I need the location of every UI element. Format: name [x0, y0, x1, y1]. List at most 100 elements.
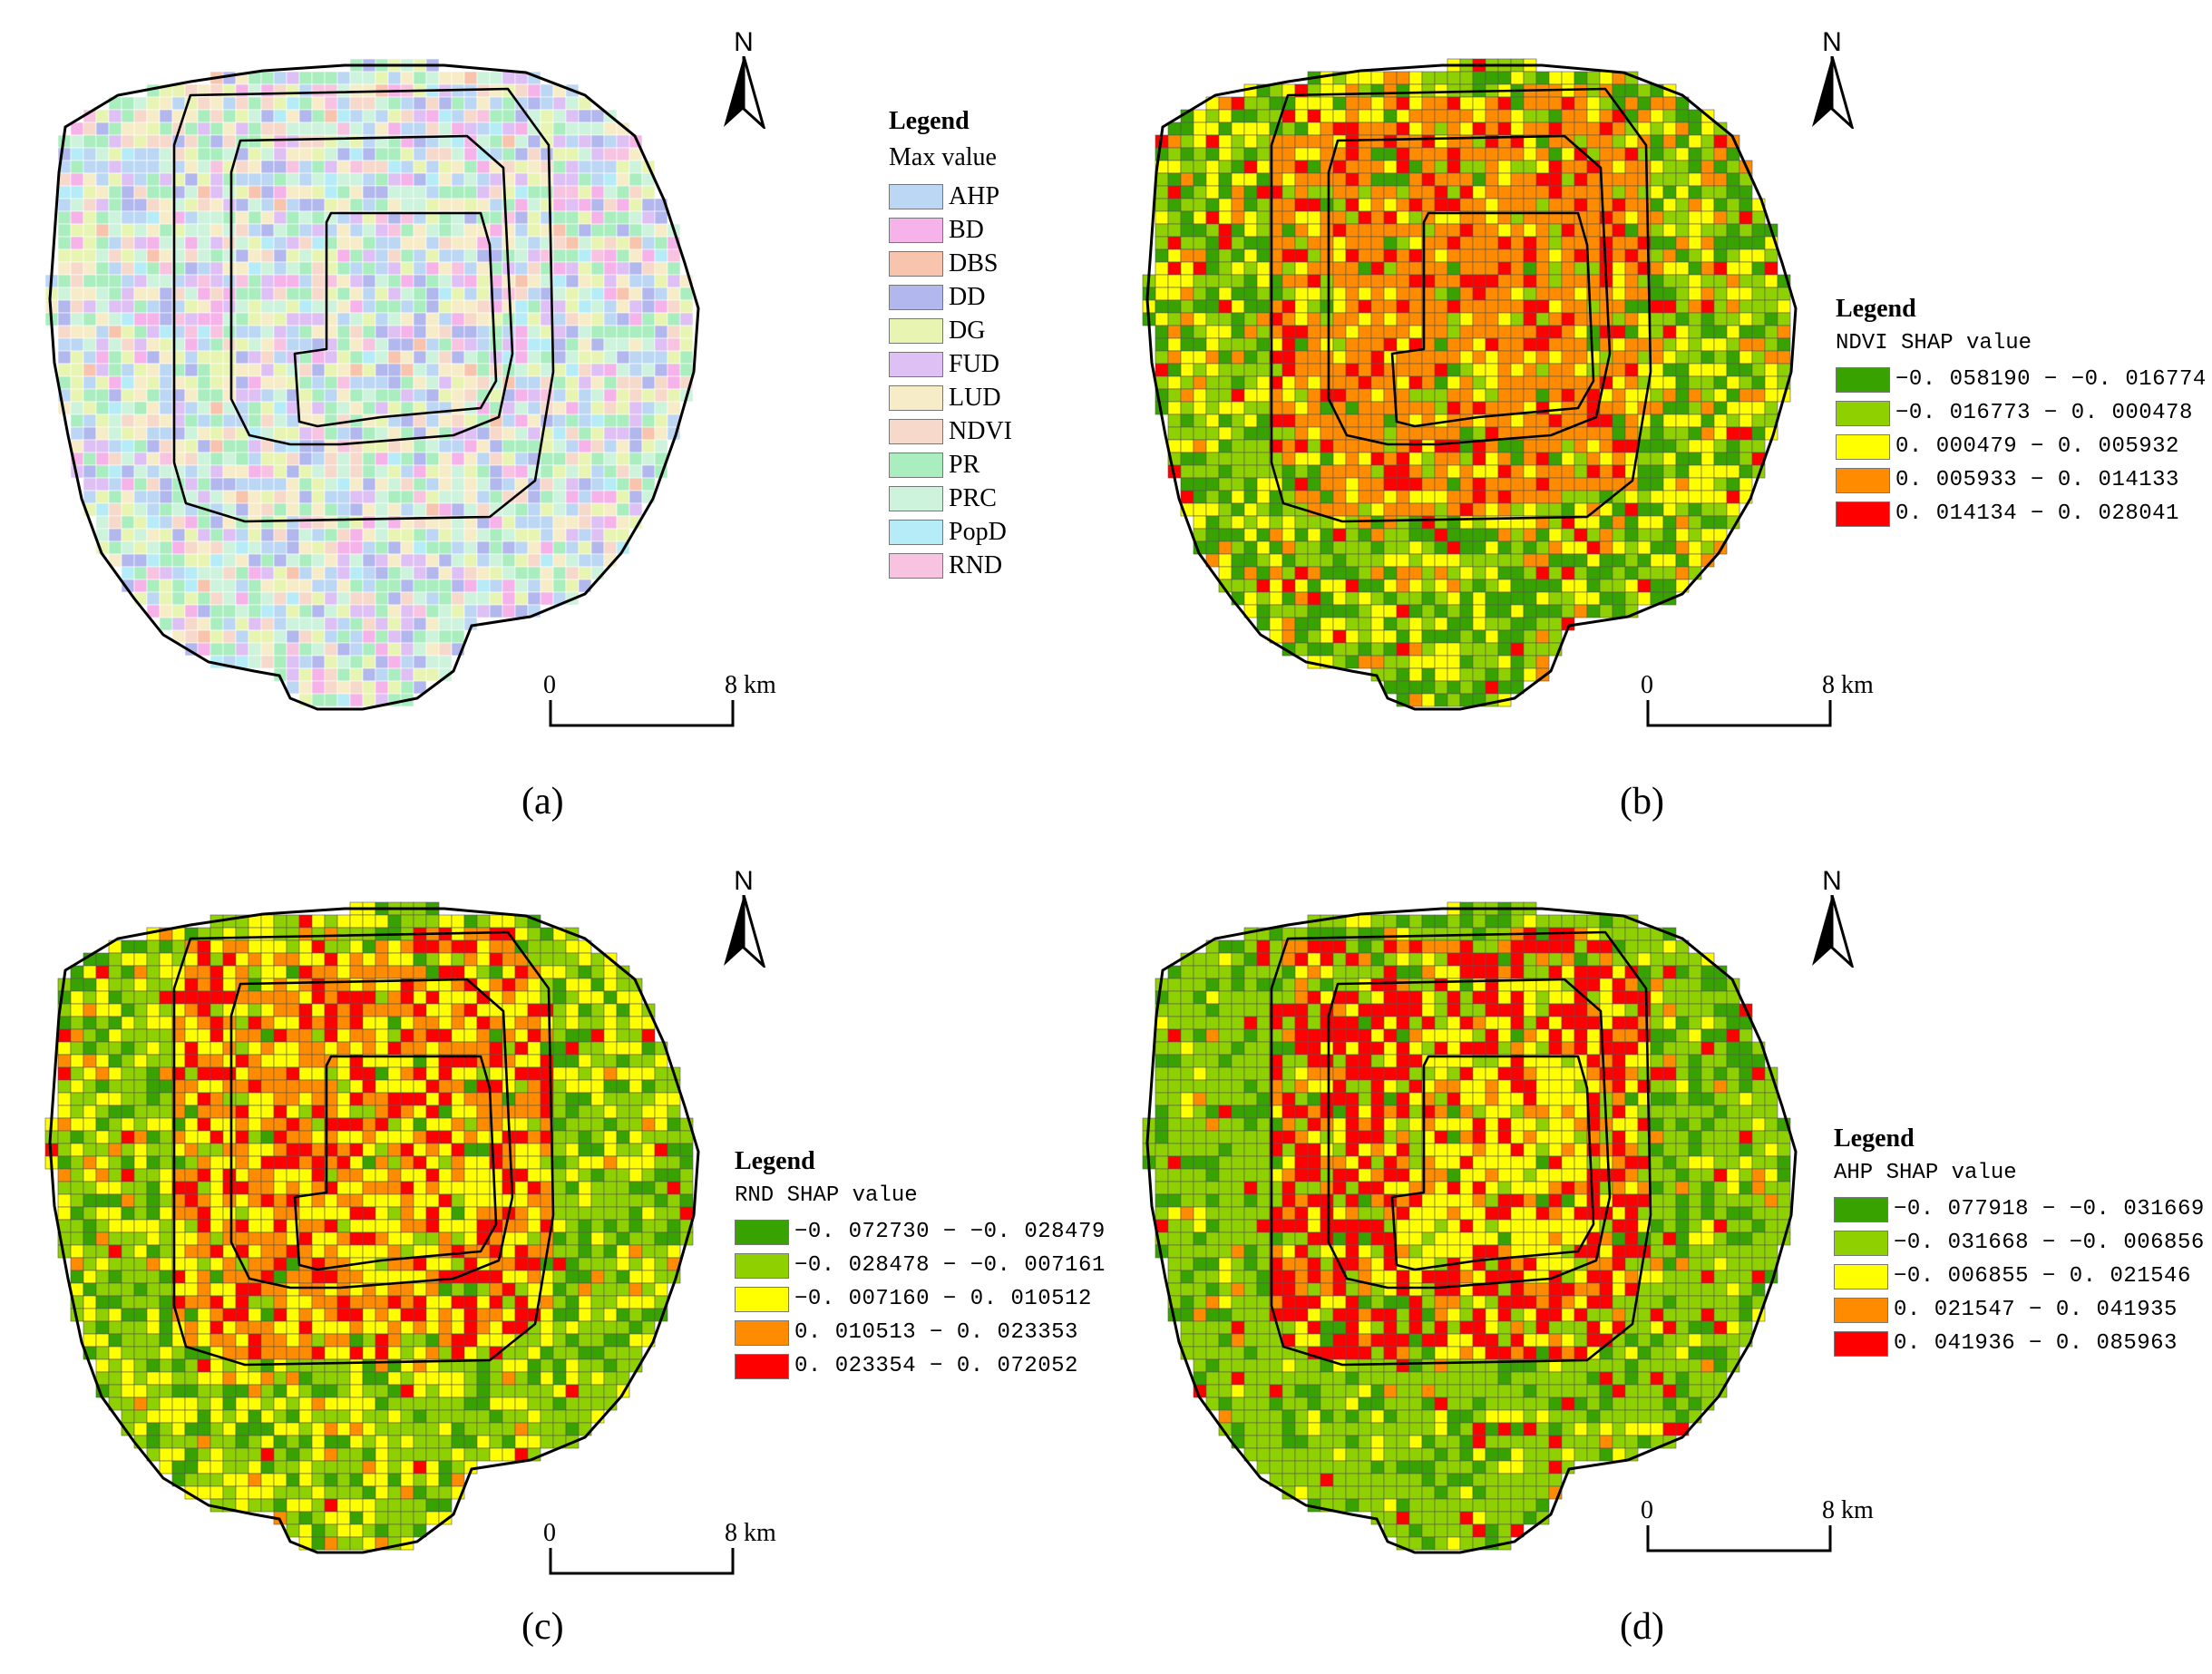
legend-swatch	[1834, 1230, 1888, 1256]
map-c	[44, 901, 700, 1554]
legend-item: 0. 014134 − 0. 028041	[1836, 497, 2207, 530]
map-panel-d: N Legend AHP SHAP value −0. 077918 − −0.…	[1116, 852, 2212, 1669]
legend-subtitle: NDVI SHAP value	[1836, 331, 2032, 355]
legend-d: Legend AHP SHAP value −0. 077918 − −0. 0…	[1834, 1124, 2205, 1360]
scale-start-label: 0	[543, 671, 556, 699]
legend-item: −0. 028478 − −0. 007161	[735, 1249, 1106, 1282]
legend-swatch	[1834, 1297, 1888, 1323]
legend-swatch	[735, 1252, 789, 1279]
scale-bar-icon	[549, 700, 735, 727]
legend-item-label: 0. 014134 − 0. 028041	[1895, 501, 2179, 526]
legend-swatch	[1836, 433, 1890, 460]
legend-swatch	[1834, 1263, 1888, 1290]
ring-road-2	[1327, 978, 1612, 1290]
north-arrow-b: N	[1805, 27, 1859, 131]
scale-bar-icon	[1646, 700, 1832, 727]
legend-swatch	[889, 418, 943, 444]
legend-item: RND	[889, 549, 1012, 582]
legend-item: BD	[889, 213, 1012, 247]
legend-item: −0. 007160 − 0. 010512	[735, 1282, 1106, 1316]
north-arrow-a: N	[716, 27, 771, 131]
legend-item-label: NDVI	[949, 416, 1012, 445]
legend-swatch	[889, 217, 943, 243]
legend-title: Legend	[889, 107, 970, 135]
grid-cells	[44, 58, 694, 707]
map-b	[1142, 58, 1798, 711]
legend-item: 0. 000479 − 0. 005932	[1836, 430, 2207, 463]
legend-item-label: 0. 010513 − 0. 023353	[794, 1320, 1078, 1345]
panel-label-a: (a)	[521, 781, 564, 822]
legend-item: 0. 023354 − 0. 072052	[735, 1349, 1106, 1383]
legend-item-label: FUD	[949, 349, 1000, 378]
grid-cells	[1142, 58, 1791, 707]
legend-item-label: −0. 028478 − −0. 007161	[794, 1253, 1106, 1278]
legend-swatch	[1834, 1196, 1888, 1222]
ring-road-1	[172, 87, 555, 523]
scale-bar-icon	[549, 1548, 735, 1575]
legend-item-label: 0. 023354 − 0. 072052	[794, 1354, 1078, 1378]
legend-item: PopD	[889, 515, 1012, 549]
legend-item: 0. 005933 − 0. 014133	[1836, 463, 2207, 497]
panel-label-b: (b)	[1620, 781, 1664, 822]
legend-item-label: RND	[949, 550, 1003, 579]
legend-swatch	[889, 485, 943, 511]
legend-title: Legend	[1836, 295, 1916, 323]
legend-item: PRC	[889, 482, 1012, 515]
legend-item: 0. 021547 − 0. 041935	[1834, 1293, 2205, 1327]
legend-item-label: AHP	[949, 181, 1000, 210]
legend-item: LUD	[889, 381, 1012, 414]
legend-item: AHP	[889, 180, 1012, 213]
legend-item-label: PR	[949, 450, 980, 479]
legend-title: Legend	[735, 1147, 815, 1175]
map-panel-a: N Legend Max value AHP BD DBS DD DG FUD LUD NDV…	[18, 9, 1116, 825]
legend-swatch	[735, 1353, 789, 1379]
legend-item-label: PRC	[949, 483, 997, 512]
scale-bar-b: 0 8 km	[1641, 671, 1900, 735]
legend-swatch	[1836, 467, 1890, 493]
legend-item-label: DG	[949, 316, 986, 345]
north-label: N	[1822, 27, 1842, 57]
map-a	[44, 58, 700, 711]
legend-item-label: BD	[949, 215, 984, 244]
legend-item-label: −0. 016773 − 0. 000478	[1895, 401, 2193, 425]
panel-label-c: (c)	[521, 1606, 564, 1648]
legend-item-label: 0. 021547 − 0. 041935	[1894, 1298, 2178, 1322]
ring-road-1	[172, 930, 555, 1367]
legend-item-label: −0. 058190 − −0. 016774	[1895, 367, 2207, 392]
study-area-boundary	[1145, 907, 1798, 1554]
legend-items-d: −0. 077918 − −0. 031669 −0. 031668 − −0. …	[1834, 1192, 2205, 1360]
grid-cells	[44, 901, 694, 1551]
ring-road-2	[229, 134, 514, 446]
scale-end-label: 8 km	[1822, 1496, 1874, 1524]
study-area-boundary	[1145, 63, 1798, 711]
legend-items-c: −0. 072730 − −0. 028479 −0. 028478 − −0. …	[735, 1215, 1106, 1383]
legend-items-b: −0. 058190 − −0. 016774 −0. 016773 − 0. 0…	[1836, 363, 2207, 530]
legend-subtitle: Max value	[889, 143, 997, 171]
north-label: N	[734, 866, 754, 896]
legend-title: Legend	[1834, 1124, 1915, 1153]
legend-swatch	[889, 183, 943, 209]
legend-item-label: 0. 041936 − 0. 085963	[1894, 1331, 2178, 1356]
legend-item-label: −0. 007160 − 0. 010512	[794, 1287, 1092, 1311]
legend-item: DG	[889, 314, 1012, 347]
legend-item: −0. 031668 − −0. 006856	[1834, 1226, 2205, 1260]
legend-swatch	[889, 284, 943, 310]
legend-item-label: PopD	[949, 517, 1007, 546]
legend-item-label: LUD	[949, 383, 1001, 412]
legend-item-label: −0. 077918 − −0. 031669	[1894, 1197, 2205, 1221]
scale-bar-a: 0 8 km	[543, 671, 803, 735]
ring-road-3	[293, 1055, 498, 1271]
legend-swatch	[735, 1319, 789, 1346]
legend-item-label: −0. 031668 − −0. 006856	[1894, 1231, 2205, 1255]
legend-swatch	[889, 384, 943, 411]
legend-item-label: 0. 005933 − 0. 014133	[1895, 468, 2179, 492]
ring-road-3	[293, 211, 498, 428]
scale-bar-d: 0 8 km	[1641, 1496, 1900, 1560]
ring-road-3	[1390, 1055, 1595, 1271]
map-panel-b: N Legend NDVI SHAP value −0. 058190 − −0…	[1116, 9, 2212, 825]
legend-item: −0. 058190 − −0. 016774	[1836, 363, 2207, 396]
legend-swatch	[889, 250, 943, 277]
legend-swatch	[889, 519, 943, 545]
scale-bar-c: 0 8 km	[543, 1519, 803, 1582]
north-arrow-icon	[1812, 895, 1855, 968]
